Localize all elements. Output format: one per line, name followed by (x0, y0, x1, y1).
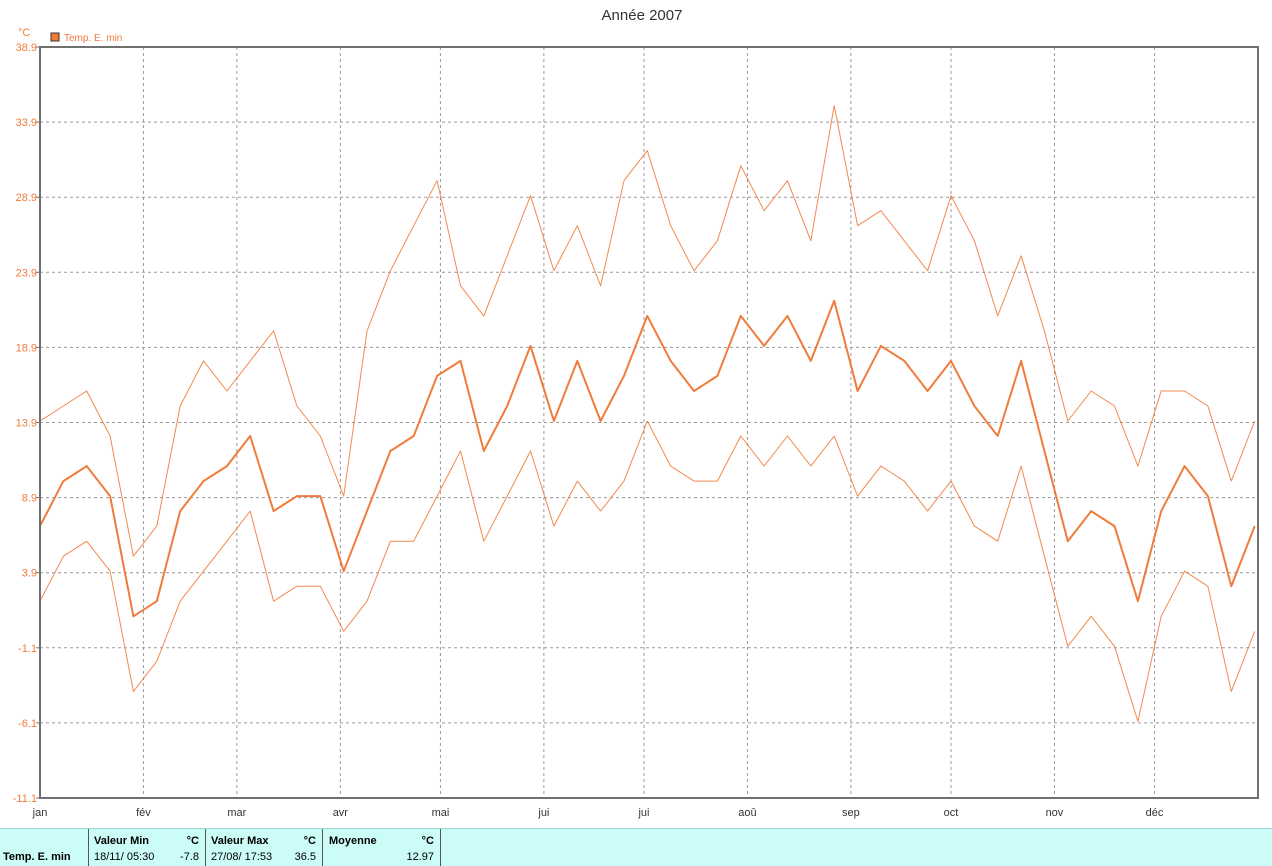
statistics-bar: Temp. E. min Valeur Min °C 18/11/ 05:30 … (0, 828, 1272, 866)
y-tick-label: 13.9 (16, 418, 37, 430)
x-tick-label: mar (227, 807, 246, 819)
x-tick-label: déc (1146, 807, 1164, 819)
x-tick-label: jui (637, 807, 649, 819)
x-tick-label: nov (1046, 807, 1064, 819)
x-tick-label: aoû (738, 807, 756, 819)
x-tick-label: mai (432, 807, 450, 819)
y-tick-label: 28.9 (16, 192, 37, 204)
y-tick-label: -6.1 (18, 718, 37, 730)
x-tick-label: jan (32, 807, 48, 819)
series-line-lower (39, 420, 1256, 722)
x-tick-label: jui (537, 807, 549, 819)
y-tick-label: 23.9 (16, 267, 37, 279)
y-tick-label: -11.1 (13, 793, 37, 805)
stats-avg-value: 12.97 (406, 851, 434, 863)
series-line-upper (39, 105, 1256, 557)
stats-max-header: Valeur Max (211, 835, 269, 847)
stats-min-header: Valeur Min (94, 835, 150, 847)
y-tick-label: 38.9 (16, 42, 37, 54)
x-tick-label: sep (842, 807, 860, 819)
stats-min-unit: °C (186, 835, 199, 847)
series-line-mean (39, 299, 1256, 618)
y-tick-label: 8.9 (22, 493, 37, 505)
x-tick-label: fév (136, 807, 151, 819)
chart-area: Année 2007 °C Temp. E. min -11.1 -6.1 -1.1 3.9… (13, 7, 1259, 819)
y-tick-label: 33.9 (16, 117, 37, 129)
y-tick-label: 18.9 (16, 342, 37, 354)
stats-min-date: 18/11/ 05:30 (94, 851, 155, 863)
stats-max-unit: °C (303, 835, 316, 847)
x-tick-label: avr (333, 807, 349, 819)
chart-title: Année 2007 (602, 7, 683, 24)
stats-max-date: 27/08/ 17:53 (211, 851, 273, 863)
plot-frame (39, 46, 1259, 799)
stats-max-cell: Valeur Max °C 27/08/ 17:53 36.5 (206, 829, 323, 866)
stats-avg-unit: °C (421, 835, 434, 847)
stats-series-label: Temp. E. min (3, 851, 71, 863)
stats-min-value: -7.8 (180, 851, 199, 863)
legend-swatch (50, 32, 60, 42)
y-unit-label: °C (18, 27, 30, 39)
y-tick-label: -1.1 (18, 643, 37, 655)
stats-avg-header: Moyenne (329, 835, 377, 847)
legend-label: Temp. E. min (64, 33, 122, 44)
x-tick-label: oct (944, 807, 959, 819)
stats-min-cell: Valeur Min °C 18/11/ 05:30 -7.8 (89, 829, 206, 866)
stats-avg-cell: Moyenne °C 12.97 (323, 829, 441, 866)
stats-series-cell: Temp. E. min (0, 829, 89, 866)
line-chart: Année 2007 °C Temp. E. min -11.1 -6.1 -1.1 3.9… (13, 7, 1259, 819)
y-tick-label: 3.9 (22, 568, 37, 580)
stats-max-value: 36.5 (294, 851, 316, 863)
